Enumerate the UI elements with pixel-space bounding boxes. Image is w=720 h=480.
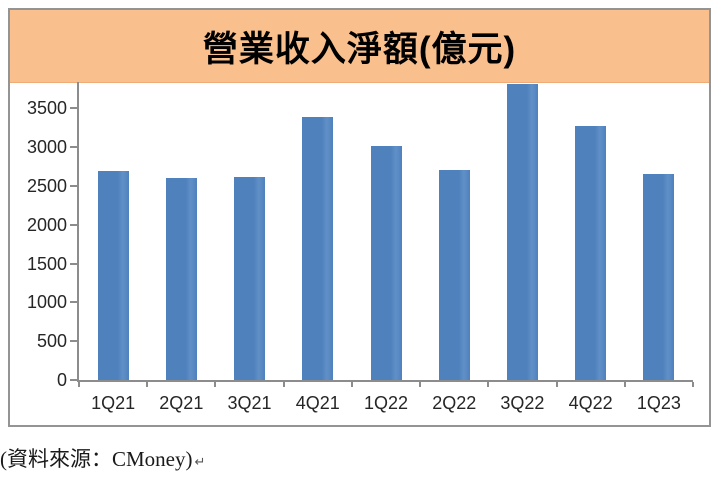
y-axis-tick [70, 107, 77, 110]
x-axis-tick [146, 382, 149, 387]
x-tick-label: 1Q22 [363, 393, 408, 413]
y-tick-label: 2500 [26, 175, 67, 196]
y-axis-tick [70, 301, 77, 304]
x-axis-tick [282, 382, 285, 387]
x-tick-label: 1Q21 [91, 393, 136, 413]
x-tick-label: 1Q23 [636, 393, 681, 413]
y-axis-tick [70, 340, 77, 343]
bar-3Q22 [506, 84, 538, 380]
bar-4Q21 [302, 116, 334, 380]
chart-title-band: 營業收入淨額(億元) [10, 10, 709, 83]
y-tick-label: 0 [56, 370, 67, 390]
x-axis-tick [555, 382, 558, 387]
bar-3Q21 [234, 177, 266, 380]
y-tick-label: 2000 [26, 214, 67, 235]
x-tick-label: 3Q21 [227, 393, 272, 413]
y-axis-tick [70, 379, 77, 381]
x-axis-tick [419, 382, 422, 387]
y-tick-label: 500 [36, 331, 67, 352]
x-axis-tick [487, 382, 490, 387]
x-axis-tick [350, 382, 353, 387]
bar-1Q23 [643, 174, 675, 380]
bar-1Q22 [370, 146, 402, 380]
source-note: (資料來源：CMoney) ↵ [0, 443, 205, 473]
y-tick-label: 1000 [26, 292, 67, 313]
bar-1Q21 [97, 171, 129, 380]
x-tick-label: 3Q22 [500, 393, 545, 413]
y-axis-tick [70, 223, 77, 226]
chart-frame: 營業收入淨額(億元) 0 500 1000 1500 2000 2500 3000 3500 1… [8, 8, 711, 427]
x-axis-tick [692, 382, 694, 387]
x-tick-label: 2Q22 [432, 393, 477, 413]
bar-2Q21 [165, 178, 197, 380]
y-axis-tick [70, 146, 77, 149]
paragraph-mark-icon: ↵ [194, 454, 206, 469]
x-tick-label: 2Q21 [159, 393, 204, 413]
y-tick-label: 3000 [26, 137, 67, 158]
x-axis-tick [623, 382, 626, 387]
x-axis-tick [78, 382, 80, 387]
x-tick-label: 4Q22 [568, 393, 613, 413]
source-text: (資料來源：CMoney) [0, 447, 193, 471]
y-tick-label: 1500 [26, 253, 67, 274]
bar-2Q22 [438, 170, 470, 380]
plot-area: 0 500 1000 1500 2000 2500 3000 3500 1Q21 2Q21 3Q21… [27, 82, 694, 413]
y-axis-tick [70, 184, 77, 187]
x-tick-label: 4Q21 [295, 393, 340, 413]
y-axis-tick [70, 262, 77, 265]
chart-title: 營業收入淨額(億元) [202, 29, 517, 69]
x-axis-tick [214, 382, 217, 387]
y-tick-label: 3500 [26, 98, 67, 119]
bar-4Q22 [575, 126, 607, 380]
